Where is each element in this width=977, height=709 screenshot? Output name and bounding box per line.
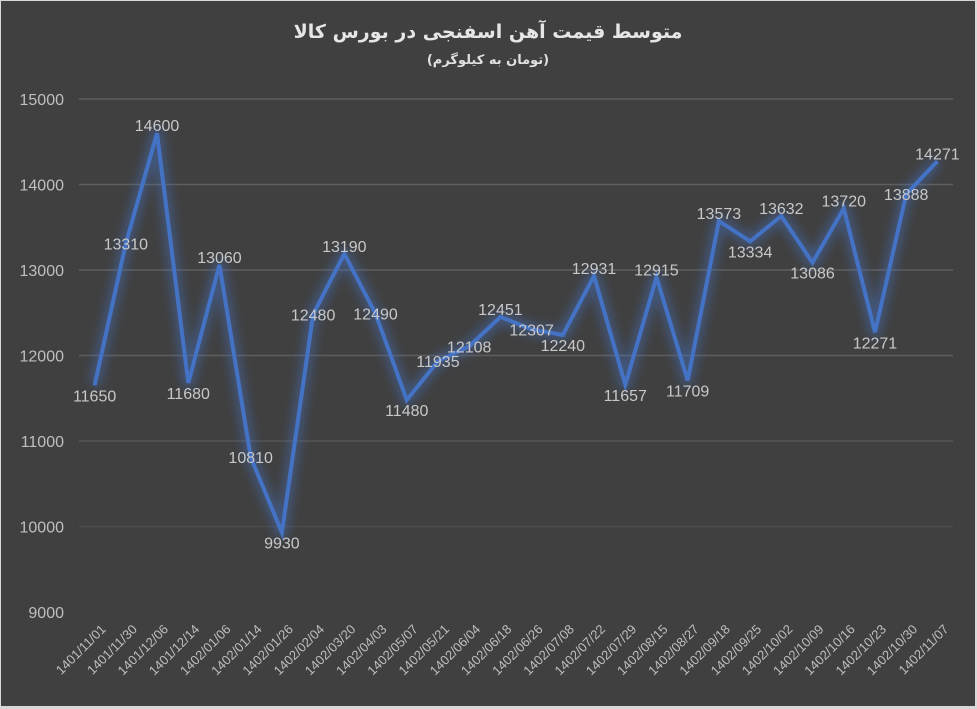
y-tick-label: 10000 (20, 520, 65, 537)
data-label: 11680 (167, 386, 210, 403)
data-label: 12480 (291, 307, 336, 324)
data-label: 11650 (73, 388, 116, 405)
y-tick-label: 12000 (20, 349, 65, 366)
data-label: 11480 (385, 403, 428, 420)
y-tick-label: 14000 (20, 178, 65, 195)
y-axis: 9000 10000 11000 12000 13000 14000 15000 (20, 92, 65, 622)
price-line (92, 132, 939, 541)
data-label: 13573 (697, 206, 742, 223)
gridlines (78, 98, 954, 582)
y-tick-label: 15000 (20, 92, 65, 109)
chart-subtitle: (تومان به کیلوگرم) (426, 53, 550, 68)
data-label: 12451 (478, 302, 523, 319)
data-label: 13888 (884, 187, 929, 204)
data-label: 13190 (322, 239, 367, 256)
data-label: 13720 (822, 193, 867, 210)
data-label: 13086 (790, 266, 835, 283)
data-label: 12931 (572, 261, 617, 278)
data-label: 12271 (853, 335, 898, 352)
chart-title: متوسط قیمت آهن اسفنجی در بورس کالا (293, 21, 683, 43)
y-tick-label: 11000 (21, 434, 64, 451)
data-label: 12915 (634, 262, 679, 279)
data-label: 13060 (197, 250, 242, 267)
data-label: 10810 (228, 450, 273, 467)
y-tick-label: 13000 (20, 263, 65, 280)
data-label: 12307 (509, 322, 554, 339)
data-label: 11709 (666, 383, 709, 400)
data-label: 13632 (759, 201, 804, 218)
price-series (88, 127, 942, 541)
y-tick-label: 9000 (28, 605, 64, 622)
data-labels: 11650 13310 14600 11680 13060 10810 9930 12480 1… (73, 118, 960, 552)
x-axis: 1401/11/011401/11/301401/12/061401/12/14… (53, 622, 952, 679)
data-label: 14600 (135, 118, 180, 135)
data-label: 12108 (447, 339, 492, 356)
data-label: 13334 (728, 244, 773, 261)
data-label: 11657 (604, 388, 647, 405)
data-label: 12490 (353, 307, 398, 324)
data-label: 13310 (104, 236, 149, 253)
data-label: 12240 (541, 338, 586, 355)
data-label: 14271 (915, 146, 960, 163)
data-label: 9930 (264, 535, 300, 552)
data-label: 11935 (416, 354, 459, 371)
